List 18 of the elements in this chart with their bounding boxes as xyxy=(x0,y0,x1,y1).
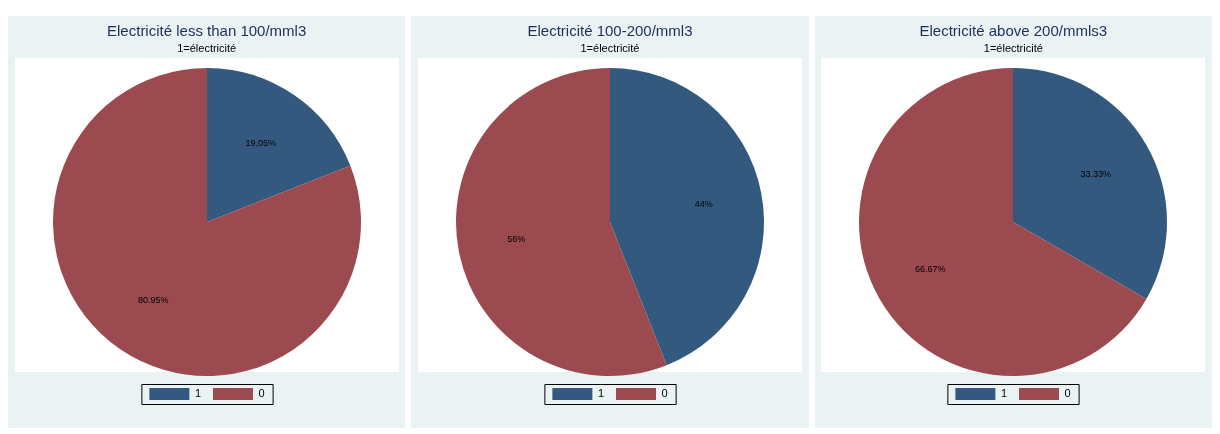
legend-label: 1 xyxy=(597,387,604,400)
legend-label: 0 xyxy=(1064,387,1071,400)
data-label: 80.95% xyxy=(137,295,169,306)
legend-label: 1 xyxy=(194,387,201,400)
chart-subtitle: 1=électricité xyxy=(983,42,1043,54)
chart-title: Electricité 100-200/mml3 xyxy=(527,22,693,39)
data-label: 66.67% xyxy=(915,264,946,275)
chart-subtitle: 1=électricité xyxy=(177,42,237,54)
chart-subtitle: 1=électricité xyxy=(580,42,640,54)
data-label: 56% xyxy=(507,234,526,245)
data-label: 44% xyxy=(694,198,713,209)
legend-label: 0 xyxy=(258,387,265,400)
chart-title: Electricité above 200/mmls3 xyxy=(919,22,1108,39)
chart-title: Electricité less than 100/mml3 xyxy=(107,22,307,39)
legend-label: 0 xyxy=(661,387,668,400)
data-label: 33.33% xyxy=(1080,168,1112,179)
legend-label: 1 xyxy=(1001,387,1008,400)
data-label: 19.05% xyxy=(245,137,276,148)
